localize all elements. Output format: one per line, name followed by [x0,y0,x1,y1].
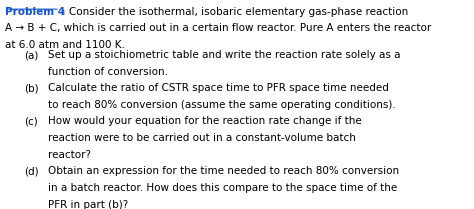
Text: Calculate the ratio of CSTR space time to PFR space time needed: Calculate the ratio of CSTR space time t… [48,83,389,93]
Text: at 6.0 atm and 1100 K.: at 6.0 atm and 1100 K. [6,40,125,50]
Text: (d): (d) [24,166,38,176]
Text: (b): (b) [24,83,38,93]
Text: in a batch reactor. How does this compare to the space time of the: in a batch reactor. How does this compar… [48,183,398,193]
Text: reaction were to be carried out in a constant-volume batch: reaction were to be carried out in a con… [48,133,356,143]
Text: PFR in part (b)?: PFR in part (b)? [48,200,128,209]
Text: Obtain an expression for the time needed to reach 80% conversion: Obtain an expression for the time needed… [48,166,400,176]
Text: How would your equation for the reaction rate change if the: How would your equation for the reaction… [48,116,362,126]
Text: : Consider the isothermal, isobaric elementary gas-phase reaction: : Consider the isothermal, isobaric elem… [62,7,408,17]
Text: reactor?: reactor? [48,150,91,160]
Text: (a): (a) [24,50,38,60]
Text: Set up a stoichiometric table and write the reaction rate solely as a: Set up a stoichiometric table and write … [48,50,401,60]
Text: function of conversion.: function of conversion. [48,67,168,77]
Text: to reach 80% conversion (assume the same operating conditions).: to reach 80% conversion (assume the same… [48,100,396,110]
Text: (c): (c) [24,116,37,126]
Text: Problem 4: Problem 4 [6,7,65,17]
Text: A → B + C, which is carried out in a certain flow reactor. Pure A enters the rea: A → B + C, which is carried out in a cer… [6,23,432,33]
